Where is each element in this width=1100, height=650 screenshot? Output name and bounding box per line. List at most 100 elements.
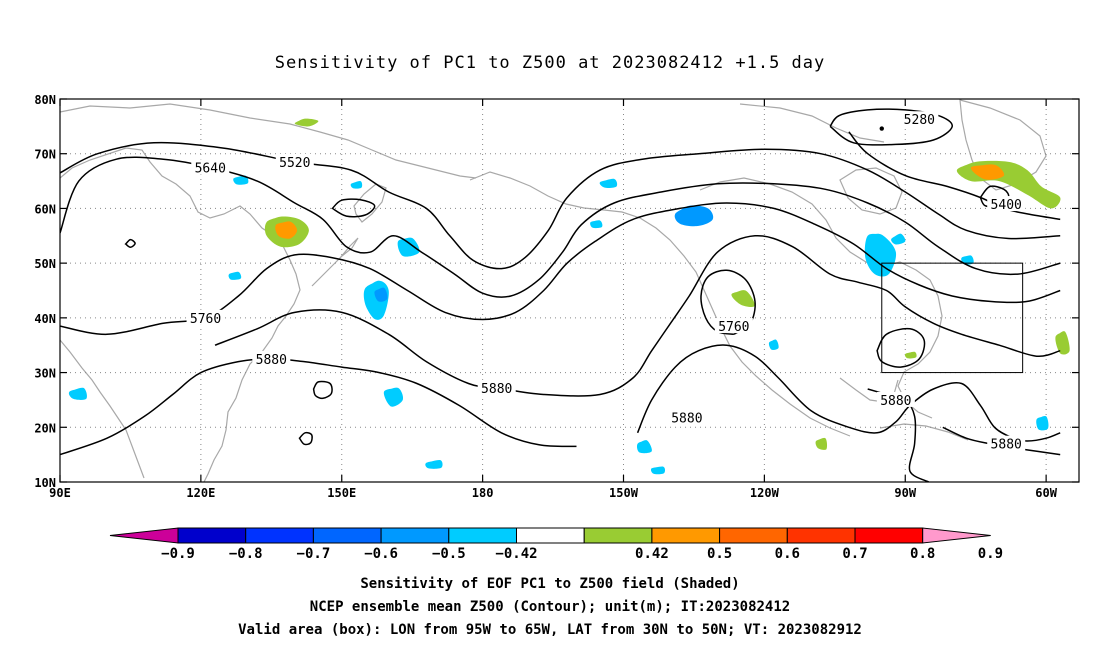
valid-area-box — [881, 262, 1024, 374]
caption-line-3: Valid area (box): LON from 95W to 65W, L… — [238, 622, 862, 638]
contour-ring — [876, 327, 926, 368]
colorbar-label: −0.7 — [297, 546, 331, 562]
contour-ring — [124, 238, 136, 249]
colorbar-arrow-low — [109, 527, 179, 544]
colorbar-label: −0.42 — [495, 546, 537, 562]
shaded-region — [650, 466, 666, 475]
lon-label: 90E — [49, 486, 71, 500]
colorbar-label: 0.8 — [910, 546, 935, 562]
contour-ring — [312, 380, 333, 400]
contour-label: 5880 — [671, 411, 702, 426]
colorbar-label: −0.9 — [161, 546, 195, 562]
contour-5640 — [60, 156, 1061, 298]
coastline-siberia — [60, 103, 477, 179]
colorbar-segment — [245, 527, 314, 544]
shaded-region — [636, 440, 652, 454]
shaded-region — [397, 237, 420, 257]
coastline-north-america — [699, 177, 943, 419]
shaded-region — [768, 339, 779, 350]
contour-label: 5520 — [279, 156, 310, 171]
colorbar-label: 0.7 — [842, 546, 867, 562]
lat-label: 70N — [34, 148, 56, 162]
lon-label: 120E — [186, 486, 215, 500]
shaded-region — [674, 205, 714, 227]
contour-label: 5640 — [195, 161, 226, 176]
colorbar-segment — [651, 527, 721, 544]
coastline-alaska — [469, 171, 851, 437]
shaded-region — [68, 387, 87, 400]
caption-line-2: NCEP ensemble mean Z500 (Contour); unit(… — [310, 599, 790, 615]
colorbar-segment — [583, 527, 653, 544]
colorbar: −0.9 −0.8 −0.7 −0.6 −0.5 −0.42 0.42 0.5 0.6 0.7 0.… — [109, 527, 1003, 562]
contour-5760 — [60, 202, 1061, 336]
lat-label: 40N — [34, 312, 56, 326]
coastline-caribbean — [879, 423, 969, 441]
shaded-region — [233, 175, 249, 185]
valid-area-rect — [881, 262, 1024, 374]
colorbar-segment — [786, 527, 856, 544]
shaded-region — [294, 118, 319, 127]
contour-label: 5760 — [718, 320, 749, 335]
contour-label: 5760 — [190, 312, 221, 327]
contour-label-bg — [186, 309, 225, 325]
shaded-region — [1036, 415, 1049, 431]
colorbar-label: 0.5 — [707, 546, 732, 562]
coastlines — [60, 99, 1047, 482]
coastline-arctic-islands — [739, 103, 885, 143]
contour-labels: 5280 5400 5520 5640 5760 5760 5880 5880 5880 5880… — [186, 111, 1026, 453]
contour-label: 5880 — [481, 382, 512, 397]
shaded-region — [228, 271, 242, 280]
contour-label-bg — [667, 409, 706, 425]
contour-label: 5880 — [991, 438, 1022, 453]
colorbar-segment — [312, 527, 382, 544]
lat-label: 80N — [34, 93, 56, 107]
shaded-region — [383, 387, 404, 407]
contour-ring — [298, 431, 313, 446]
colorbar-segment — [177, 527, 247, 544]
contour-label: 5880 — [256, 353, 287, 368]
shaded-region — [904, 351, 917, 359]
contour-label-bg — [191, 159, 230, 175]
map-frame — [59, 98, 1080, 483]
shaded-region — [731, 290, 756, 308]
lon-label: 120W — [750, 486, 780, 500]
shaded-region — [599, 178, 618, 189]
colorbar-segment — [854, 527, 924, 544]
shaded-region — [425, 459, 443, 469]
lat-label: 30N — [34, 367, 56, 381]
contour-label-bg — [987, 435, 1026, 451]
contour-5400 — [848, 131, 1061, 221]
shaded-region — [350, 180, 363, 189]
lon-label: 150E — [327, 486, 356, 500]
contour-5280 — [829, 108, 953, 146]
colorbar-label: 0.42 — [635, 546, 669, 562]
contour-5880 — [60, 358, 577, 456]
shaded-region — [275, 221, 298, 239]
contour-label-bg — [900, 111, 939, 127]
colorbar-label: 0.9 — [978, 546, 1003, 562]
shaded-region — [891, 233, 906, 245]
contour-label: 5880 — [880, 394, 911, 409]
contour-label: 5280 — [904, 113, 935, 128]
contour-label-bg — [876, 391, 915, 407]
coastline-indochina — [60, 339, 145, 479]
lon-label: 60W — [1035, 486, 1057, 500]
sensitivity-shading — [68, 118, 1070, 475]
figure-title: Sensitivity of PC1 to Z500 at 2023082412… — [275, 53, 826, 73]
contour-label-bg — [252, 350, 291, 366]
contour-5760 — [700, 269, 756, 336]
colorbar-label: −0.6 — [364, 546, 398, 562]
lon-label: 150W — [609, 486, 639, 500]
contour-ring — [331, 198, 376, 218]
contour-label: 5400 — [991, 198, 1022, 213]
contour-5880 — [214, 234, 1061, 397]
map-background — [60, 99, 1079, 482]
lon-label: 90W — [894, 486, 916, 500]
colorbar-label: 0.6 — [775, 546, 800, 562]
colorbar-segment — [380, 527, 450, 544]
colorbar-segment — [719, 527, 788, 544]
colorbar-label: −0.8 — [229, 546, 263, 562]
lat-label: 20N — [34, 421, 56, 435]
